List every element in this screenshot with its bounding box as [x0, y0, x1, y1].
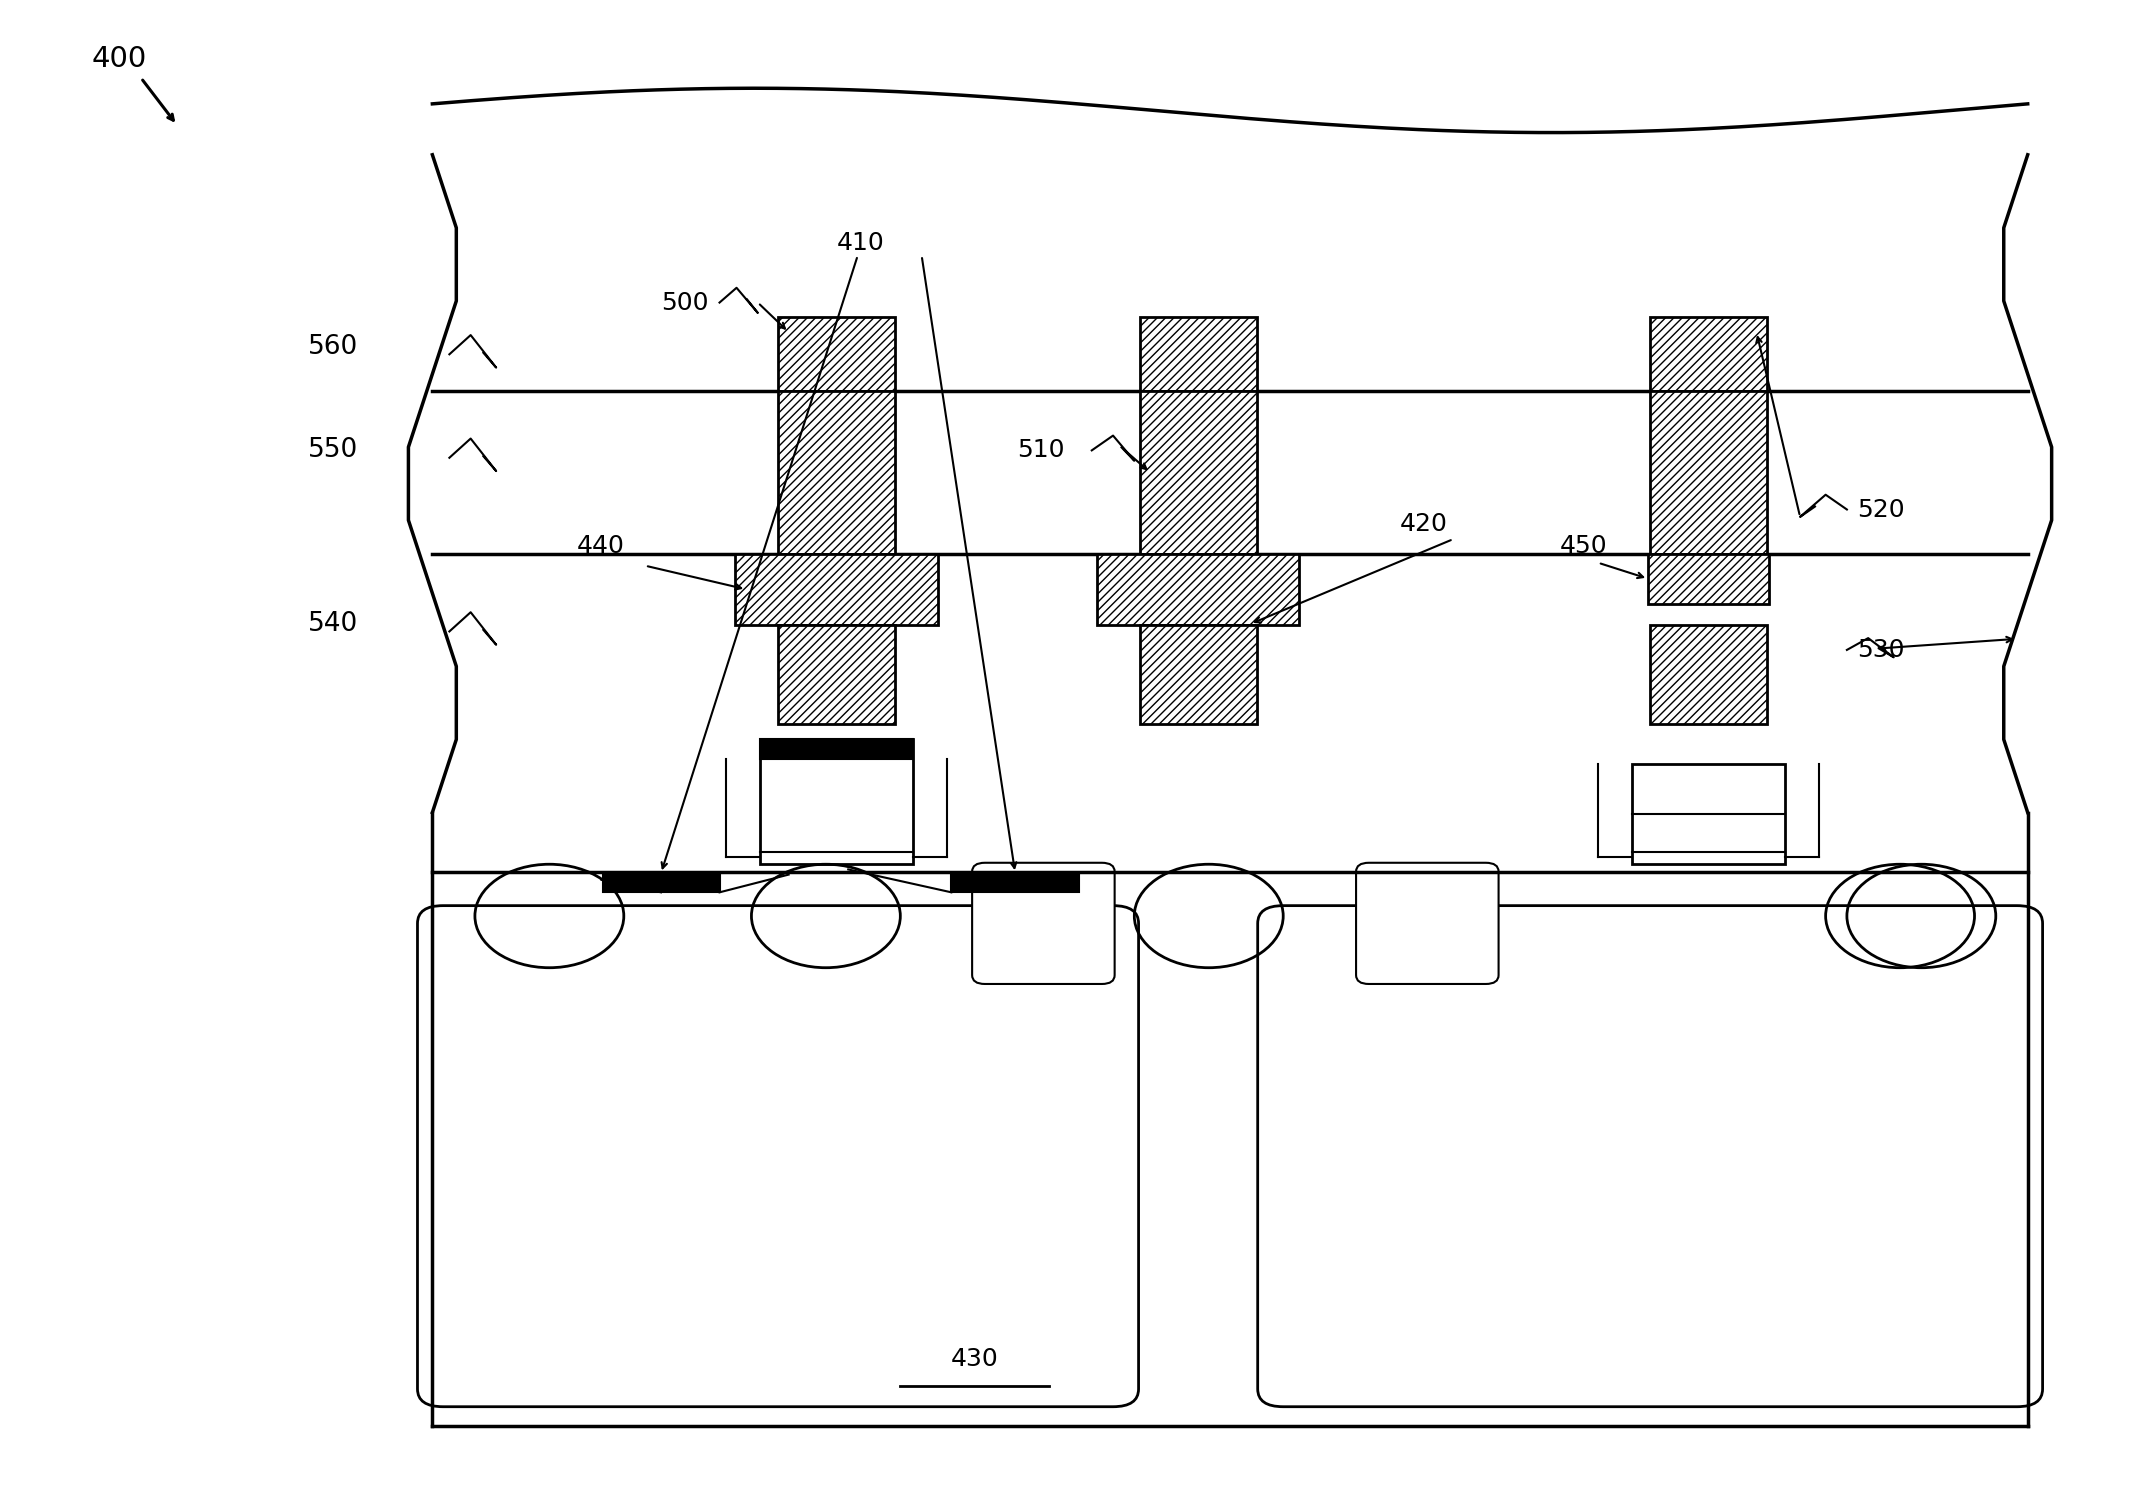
Bar: [1139, 391, 1257, 554]
Text: 450: 450: [1561, 534, 1608, 558]
Bar: [777, 625, 895, 724]
Text: 440: 440: [578, 534, 625, 558]
Text: 410: 410: [837, 231, 884, 255]
Text: 540: 540: [308, 612, 358, 637]
Text: 520: 520: [1858, 497, 1905, 522]
Bar: [1096, 554, 1300, 625]
Bar: [951, 873, 1079, 892]
FancyBboxPatch shape: [972, 862, 1115, 985]
Text: 430: 430: [951, 1347, 998, 1371]
Text: 420: 420: [1400, 512, 1447, 536]
Bar: [777, 318, 895, 391]
Bar: [737, 554, 938, 625]
Text: 400: 400: [92, 45, 148, 73]
Bar: [1651, 391, 1766, 554]
Bar: [1139, 625, 1257, 724]
Bar: [1651, 318, 1766, 391]
FancyBboxPatch shape: [1355, 862, 1499, 985]
Bar: [1651, 625, 1766, 724]
FancyBboxPatch shape: [1257, 906, 2043, 1407]
Bar: [760, 739, 912, 864]
Text: 500: 500: [662, 291, 709, 315]
Bar: [760, 739, 912, 759]
Text: 550: 550: [308, 437, 358, 464]
Bar: [1649, 554, 1768, 603]
Bar: [602, 873, 719, 892]
Bar: [777, 391, 895, 554]
Bar: [1139, 318, 1257, 391]
Text: 560: 560: [308, 334, 358, 360]
FancyBboxPatch shape: [417, 906, 1139, 1407]
Bar: [1631, 764, 1786, 864]
Text: 530: 530: [1858, 639, 1905, 662]
Text: 510: 510: [1017, 439, 1064, 463]
